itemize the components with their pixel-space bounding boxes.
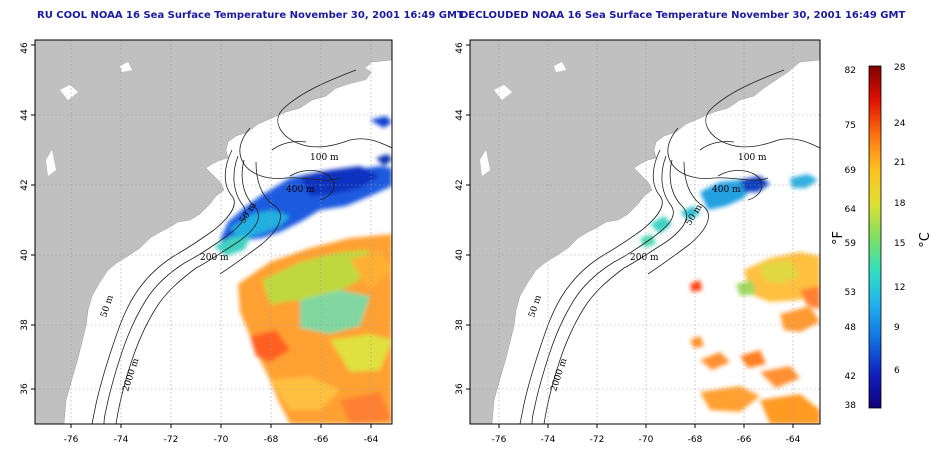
right-lat-tick: 38 xyxy=(455,319,465,331)
colorbar-c-label: 12 xyxy=(894,283,905,293)
colorbar-c-label: 6 xyxy=(894,366,900,376)
right-lat-tick: 42 xyxy=(455,179,465,190)
left-map-grid xyxy=(35,40,392,424)
colorbar-f-label: 38 xyxy=(845,401,857,411)
colorbar: 82 75 69 64 59 53 48 42 38 28 24 21 18 1… xyxy=(831,63,933,411)
right-lat-tick: 46 xyxy=(455,42,465,54)
colorbar-c-label: 28 xyxy=(894,63,906,73)
left-lat-tick: 40 xyxy=(20,249,30,261)
left-lon-tick: -70 xyxy=(214,435,229,445)
left-contour-label: 400 m xyxy=(286,185,315,195)
left-map-lake xyxy=(120,62,132,72)
left-map-xticks xyxy=(70,424,372,428)
left-map-contours xyxy=(91,69,392,424)
colorbar-gradient xyxy=(868,65,882,409)
colorbar-c-label: 9 xyxy=(894,323,900,333)
right-lat-tick: 44 xyxy=(455,109,465,121)
left-lon-tick: -64 xyxy=(364,435,379,445)
left-map-yticks xyxy=(31,44,35,390)
right-lon-tick: -66 xyxy=(737,435,752,445)
left-map-lake xyxy=(60,85,78,100)
right-contour-label: 400 m xyxy=(712,185,741,195)
colorbar-c-unit: °C xyxy=(918,232,933,248)
colorbar-c-label: 18 xyxy=(894,199,906,209)
left-contour-label: 100 m xyxy=(310,153,339,163)
right-map-title: DECLOUDED NOAA 16 Sea Surface Temperatur… xyxy=(460,10,906,21)
left-lon-tick: -76 xyxy=(64,435,79,445)
left-lat-tick: 42 xyxy=(20,179,30,190)
left-lon-tick: -74 xyxy=(114,435,129,445)
colorbar-f-label: 59 xyxy=(845,239,857,249)
right-map-lake xyxy=(480,150,490,176)
right-lat-tick: 36 xyxy=(455,383,465,395)
right-lon-tick: -64 xyxy=(786,435,801,445)
right-lon-tick: -70 xyxy=(639,435,654,445)
left-map: 100 m 400 m 50 m 200 m 50 m 2000 m xyxy=(20,39,393,445)
left-map-land xyxy=(35,40,392,424)
colorbar-c-label: 24 xyxy=(894,119,906,129)
colorbar-f-label: 64 xyxy=(845,205,857,215)
colorbar-f-label: 48 xyxy=(845,323,857,333)
left-map-lake xyxy=(46,150,56,176)
left-map-sst-south xyxy=(238,234,392,424)
left-map-title: RU COOL NOAA 16 Sea Surface Temperature … xyxy=(37,10,464,21)
right-map-lake xyxy=(494,85,512,100)
right-contour-label: 100 m xyxy=(738,153,767,163)
right-lon-tick: -72 xyxy=(590,435,605,445)
left-lon-tick: -72 xyxy=(164,435,179,445)
colorbar-f-unit: °F xyxy=(831,231,846,245)
left-lat-tick: 46 xyxy=(20,42,30,54)
colorbar-f-label: 82 xyxy=(845,66,856,76)
colorbar-f-label: 75 xyxy=(845,121,856,131)
left-lon-tick: -66 xyxy=(314,435,329,445)
colorbar-c-label: 21 xyxy=(894,158,905,168)
right-map-xticks xyxy=(498,424,794,428)
right-map-land xyxy=(470,40,820,424)
left-map-land-ns xyxy=(300,56,372,90)
right-map: 100 m 400 m 50 m 200 m 50 m 2000 m -7 xyxy=(455,39,821,445)
colorbar-c-label: 15 xyxy=(894,239,905,249)
left-lat-tick: 36 xyxy=(20,383,30,395)
right-map-yticks xyxy=(466,44,470,390)
right-lon-tick: -68 xyxy=(688,435,703,445)
left-lon-tick: -68 xyxy=(264,435,279,445)
right-map-frame xyxy=(469,39,821,425)
colorbar-f-label: 53 xyxy=(845,288,856,298)
left-lat-tick: 44 xyxy=(20,109,30,121)
right-lon-tick: -76 xyxy=(492,435,507,445)
right-lon-tick: -74 xyxy=(541,435,556,445)
left-lat-tick: 38 xyxy=(20,319,30,331)
left-map-sst-north xyxy=(214,116,392,256)
right-lat-tick: 40 xyxy=(455,249,465,261)
colorbar-f-label: 42 xyxy=(845,372,856,382)
right-map-sst-south xyxy=(690,252,820,424)
right-map-lake xyxy=(554,62,566,72)
left-map-frame xyxy=(34,39,393,425)
left-contour-label: 200 m xyxy=(200,253,229,263)
colorbar-f-label: 69 xyxy=(845,166,857,176)
right-map-grid xyxy=(470,40,820,424)
right-contour-label: 200 m xyxy=(630,253,659,263)
right-map-contours xyxy=(519,69,820,424)
